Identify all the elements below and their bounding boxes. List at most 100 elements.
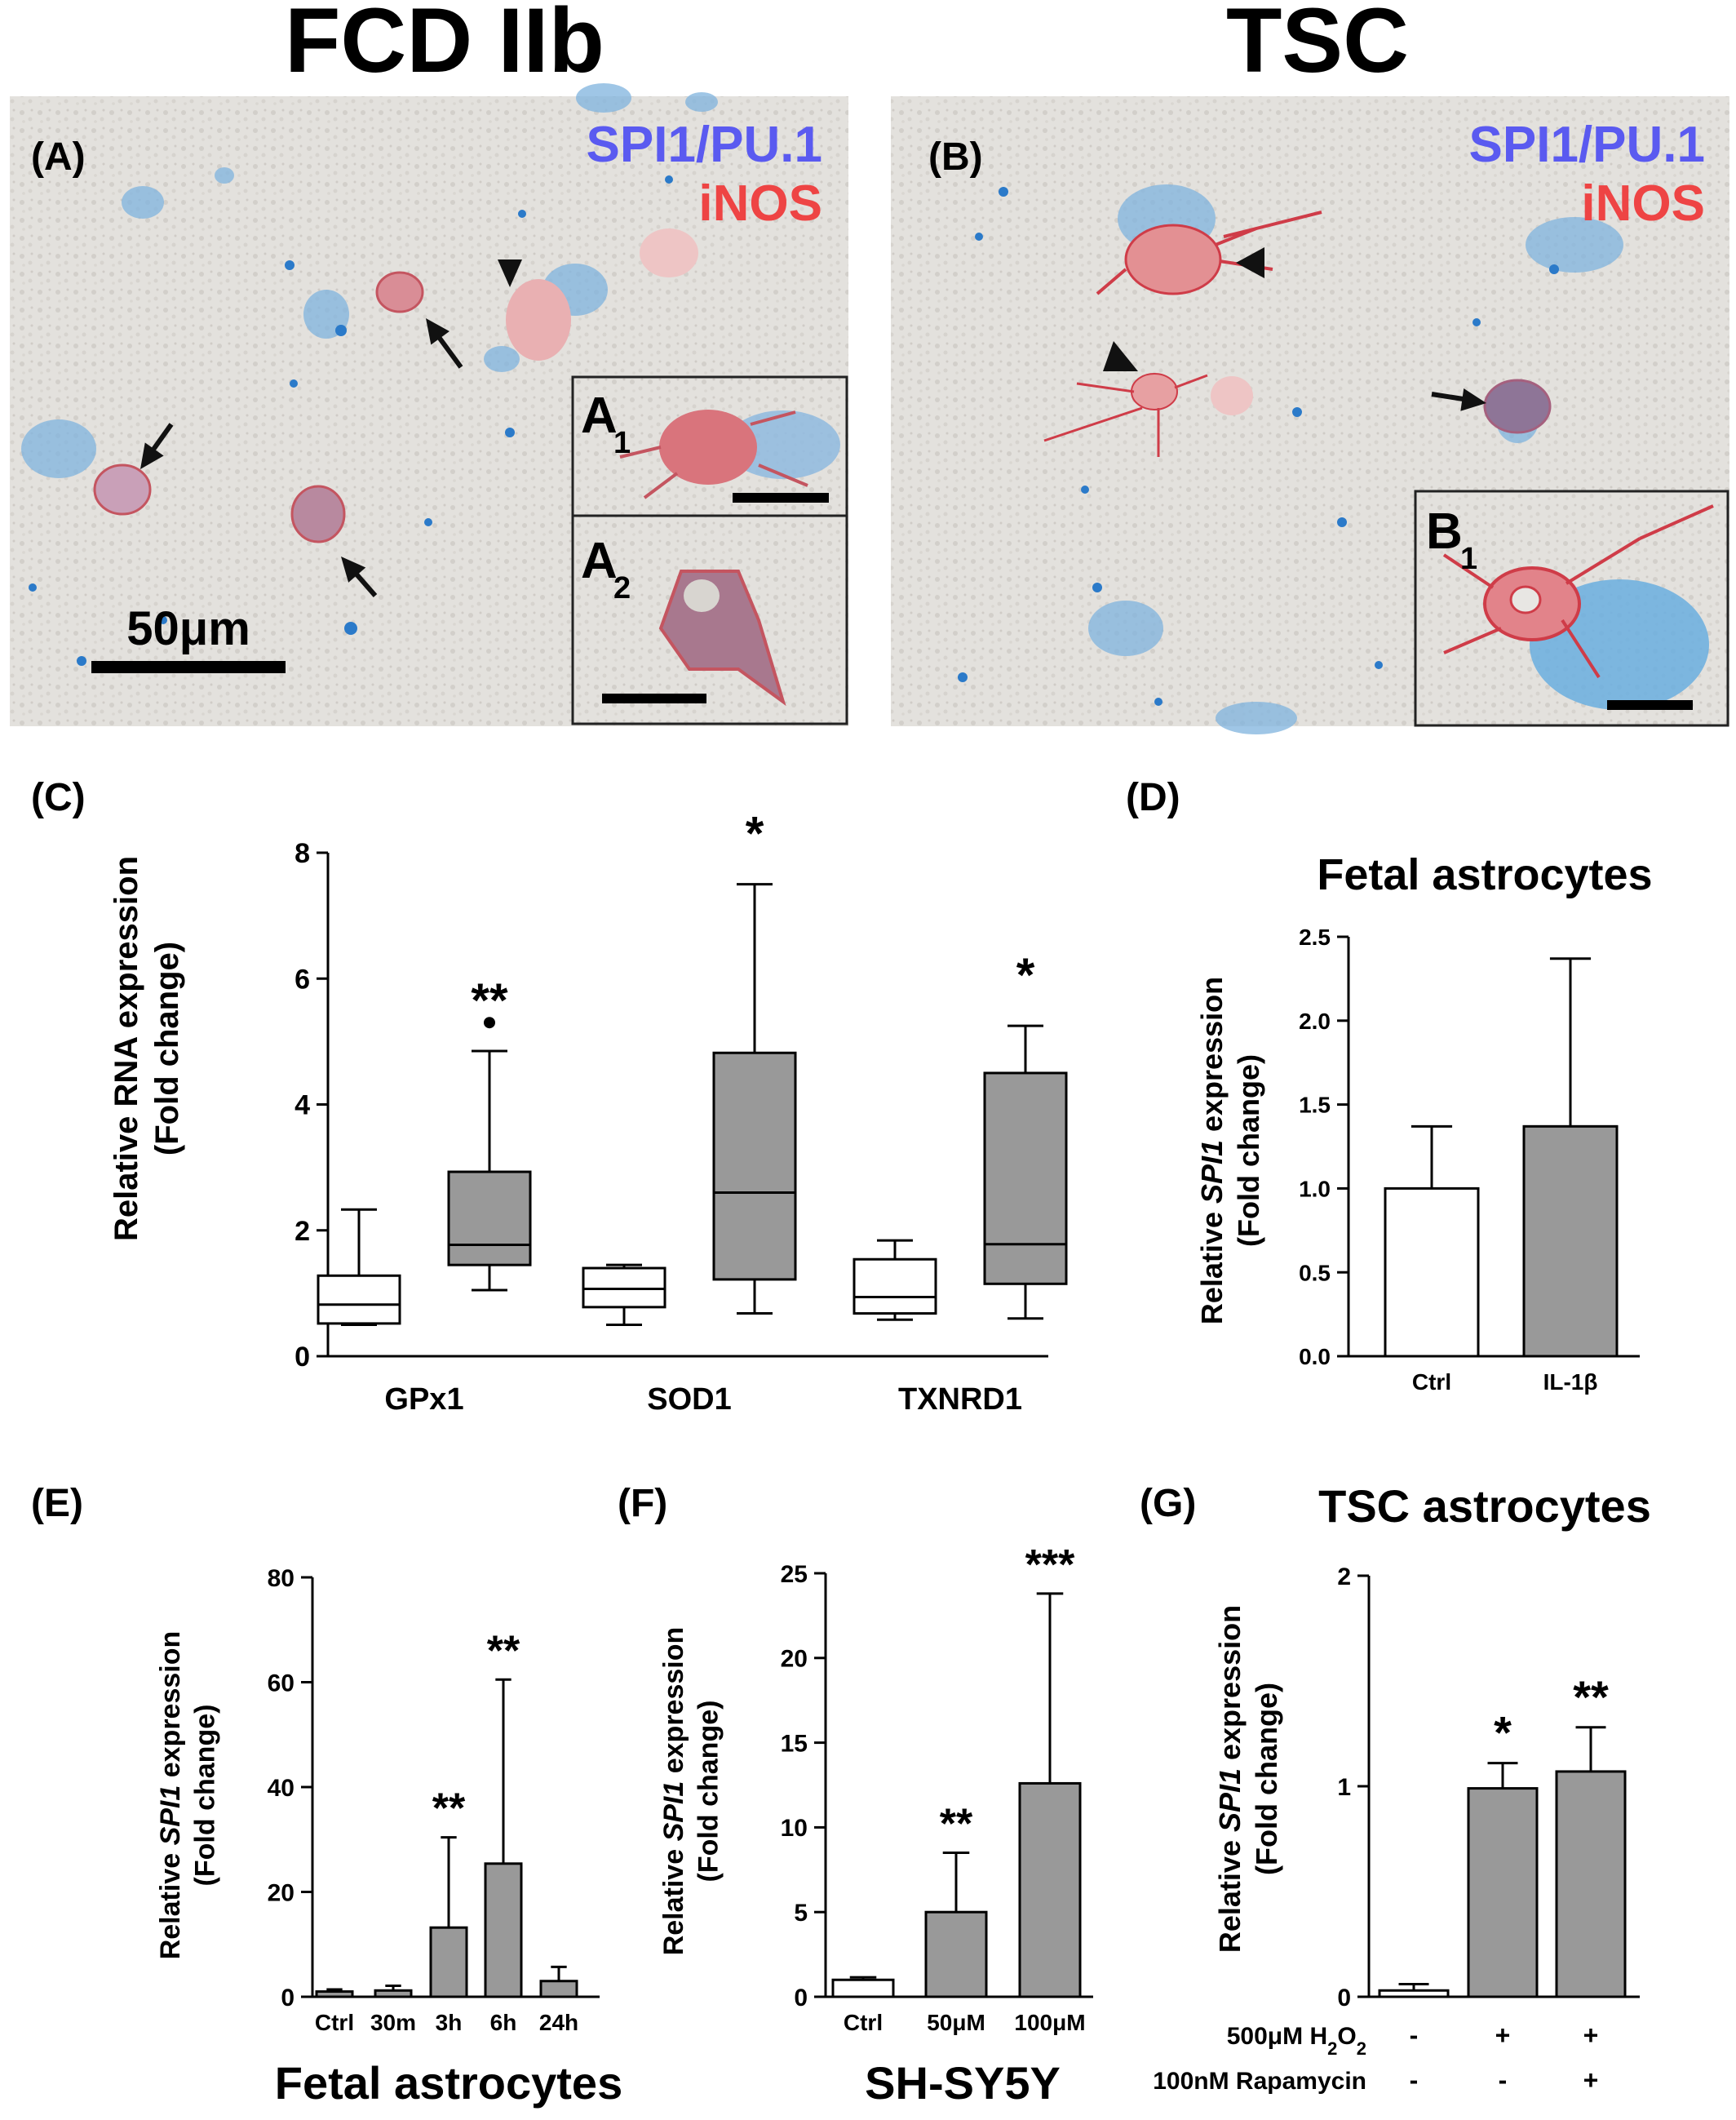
chart-d-y-axis-label-line2: (Fold change) bbox=[1232, 1054, 1265, 1247]
chart-e-y-tick-label: 0 bbox=[281, 1985, 294, 2011]
category-label-sod1: SOD1 bbox=[647, 1382, 731, 1417]
treatment-mark-1-2: + bbox=[1495, 2020, 1511, 2050]
chart-e-y-tick-label: 60 bbox=[268, 1670, 294, 1696]
treatment-mark-2-3: + bbox=[1583, 2065, 1599, 2095]
category-label-24h: 24h bbox=[539, 2010, 578, 2035]
bar-condition-2-significance: * bbox=[1494, 1707, 1512, 1759]
micrograph-b: (B) SPI1/PU.1 iNOS B 1 bbox=[891, 96, 1729, 734]
chart-d-y-tick-label: 0.0 bbox=[1299, 1344, 1331, 1369]
panel-label-e: (E) bbox=[31, 1482, 83, 1525]
chart-c-y-tick-label: 4 bbox=[294, 1090, 310, 1121]
chart-g-bar-condition-3 bbox=[1555, 1770, 1627, 1998]
chart-e-bar-ctrl bbox=[315, 1990, 354, 1998]
spi1-stained-cells-b bbox=[1088, 184, 1623, 734]
chart-e-y-tick-label: 40 bbox=[268, 1775, 294, 1802]
panel-label-a: (A) bbox=[31, 135, 86, 179]
spi1-stained-cells-a bbox=[21, 83, 718, 478]
chart-d-bar-ctrl bbox=[1384, 1186, 1480, 1358]
panel-label-f: (F) bbox=[618, 1482, 667, 1525]
treatment-mark-2-2: - bbox=[1499, 2065, 1508, 2095]
chart-e-bar-3h bbox=[429, 1926, 468, 1998]
chart-e-y-tick-label: 80 bbox=[268, 1565, 294, 1592]
chart-e-bar-24h bbox=[539, 1980, 578, 1998]
stain-label-inos-b: iNOS bbox=[1581, 175, 1705, 232]
panel-label-d: (D) bbox=[1126, 776, 1180, 819]
chart-d-bar-il-1 bbox=[1522, 1124, 1619, 1358]
chart-e-y-axis-label-line2: (Fold change) bbox=[190, 1705, 221, 1887]
category-label-50-m: 50μM bbox=[927, 2010, 985, 2035]
chart-d-title: Fetal astrocytes bbox=[1317, 850, 1652, 899]
inset-label-a2-sub: 2 bbox=[613, 571, 631, 605]
bar-100-m-significance: *** bbox=[1025, 1541, 1075, 1589]
chart-d-y-tick-label: 2.0 bbox=[1299, 1009, 1331, 1034]
chart-d-y-axis-label: Relative SPI1 expression bbox=[1195, 977, 1229, 1324]
box-gpx1-tsc-outlier bbox=[484, 1017, 495, 1029]
box-sod1-tsc bbox=[712, 1051, 797, 1281]
scale-bar-inset-a2 bbox=[602, 694, 706, 703]
inos-positive-cells-b bbox=[1043, 211, 1552, 457]
treatment-label-1: 500μM H2O2 bbox=[1227, 2023, 1366, 2059]
inos-positive-cells-a bbox=[93, 228, 698, 543]
chart-e-y-tick-label: 20 bbox=[268, 1879, 294, 1906]
chart-e-y-axis-label: Relative SPI1 expression bbox=[155, 1631, 186, 1960]
chart-c-y-tick-label: 8 bbox=[294, 838, 310, 869]
chart-d-y-tick-label: 1.0 bbox=[1299, 1176, 1331, 1201]
category-label-gpx1: GPx1 bbox=[384, 1382, 463, 1417]
scale-bar-label-a: 50μm bbox=[126, 602, 250, 655]
bar-condition-3-significance: ** bbox=[1573, 1671, 1609, 1723]
stain-label-spi1-a: SPI1/PU.1 bbox=[587, 117, 822, 173]
category-label-100-m: 100μM bbox=[1014, 2010, 1085, 2035]
chart-e: (E) Fetal astrocytes 0 20 40 60 80 Relative SPI… bbox=[31, 1482, 622, 2109]
category-label-txnrd1: TXNRD1 bbox=[898, 1382, 1022, 1417]
chart-f-y-tick-label: 10 bbox=[781, 1815, 808, 1842]
arrowhead-marker-b2 bbox=[1103, 341, 1138, 371]
category-label-ctrl: Ctrl bbox=[315, 2010, 354, 2035]
heading-tsc: TSC bbox=[1226, 0, 1409, 91]
chart-f-y-tick-label: 5 bbox=[794, 1900, 808, 1927]
inset-b1: B 1 bbox=[1414, 490, 1729, 727]
chart-f-y-axis-label-line2: (Fold change) bbox=[693, 1701, 724, 1883]
panel-label-b: (B) bbox=[928, 135, 983, 179]
chart-g: (G) TSC astrocytes 0 1 2 Relative SPI1 expres… bbox=[1140, 1480, 1651, 2095]
chart-g-bar-condition-1 bbox=[1378, 1989, 1450, 1998]
inset-label-a2: A bbox=[581, 533, 618, 589]
chart-c-y-axis-label: Relative RNA expression bbox=[108, 856, 144, 1241]
chart-g-y-tick-label: 2 bbox=[1337, 1563, 1351, 1590]
chart-f-y-tick-label: 20 bbox=[781, 1646, 808, 1673]
chart-e-title: Fetal astrocytes bbox=[275, 2057, 622, 2109]
chart-f-title: SH-SY5Y bbox=[865, 2057, 1061, 2109]
category-label-3h: 3h bbox=[436, 2010, 463, 2035]
chart-g-y-axis-label: Relative SPI1 expression bbox=[1213, 1605, 1247, 1953]
category-label-il-1: IL-1β bbox=[1543, 1369, 1598, 1395]
treatment-mark-1-3: + bbox=[1583, 2020, 1599, 2050]
stain-label-inos-a: iNOS bbox=[698, 175, 822, 232]
inset-label-b1-sub: 1 bbox=[1460, 542, 1477, 576]
chart-f-y-axis-label: Relative SPI1 expression bbox=[658, 1627, 689, 1956]
category-label-30m: 30m bbox=[370, 2010, 416, 2035]
chart-c-y-tick-label: 6 bbox=[294, 964, 310, 995]
treatment-label-2: 100nM Rapamycin bbox=[1153, 2068, 1366, 2095]
heading-fcd: FCD IIb bbox=[285, 0, 604, 91]
chart-f-bar-ctrl bbox=[831, 1978, 895, 1998]
inset-label-a1-sub: 1 bbox=[613, 426, 631, 460]
arrowhead-marker-a bbox=[498, 259, 522, 287]
chart-c-y-axis-label-line2: (Fold change) bbox=[149, 942, 185, 1155]
scale-bar-a bbox=[91, 661, 286, 673]
panel-label-c: (C) bbox=[31, 776, 86, 819]
chart-f-bar-50-m bbox=[924, 1910, 988, 1998]
bar-50-m-significance: ** bbox=[940, 1801, 973, 1848]
arrows-b bbox=[1103, 247, 1488, 415]
chart-c-y-tick-label: 2 bbox=[294, 1216, 310, 1247]
box-sod1-tsc-significance: * bbox=[746, 808, 764, 861]
arrowhead-marker-b1 bbox=[1236, 247, 1264, 278]
chart-g-bar-condition-2 bbox=[1467, 1787, 1539, 1998]
box-gpx1-tsc-significance: ** bbox=[471, 974, 508, 1027]
chart-e-bar-6h bbox=[484, 1862, 523, 1998]
chart-f-y-tick-label: 25 bbox=[781, 1561, 808, 1588]
box-gpx1-tsc bbox=[447, 1170, 532, 1266]
box-gpx1-control bbox=[317, 1274, 401, 1325]
inset-label-b1: B bbox=[1426, 503, 1463, 560]
chart-f-y-tick-label: 0 bbox=[794, 1985, 808, 2011]
inset-a1: A 1 bbox=[571, 375, 848, 517]
